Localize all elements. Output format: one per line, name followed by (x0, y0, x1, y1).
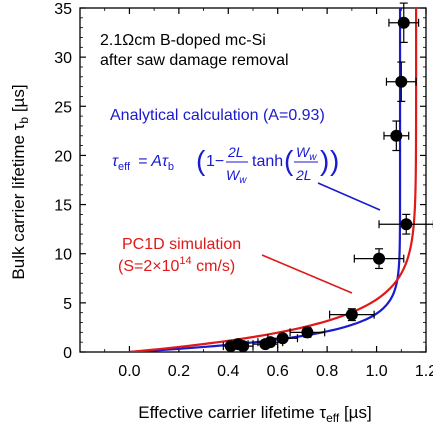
formula-frac2-denominator: 2L (295, 167, 312, 183)
data-point (353, 248, 405, 270)
formula-equals-a-tau: = Aτb (138, 153, 174, 173)
x-tick-label: 0.6 (267, 363, 289, 380)
data-point (289, 326, 326, 339)
data-marker (276, 332, 289, 345)
y-tick-label: 10 (54, 247, 72, 264)
data-point (267, 332, 299, 345)
formula-close-paren: ) (330, 145, 339, 176)
data-point (378, 213, 433, 235)
formula-inner-close-paren: ) (320, 145, 329, 176)
analytical-leader-line (317, 182, 381, 211)
data-point (388, 2, 420, 44)
data-marker (301, 326, 314, 339)
x-tick-label: 1.0 (365, 363, 387, 380)
y-tick-label: 30 (54, 50, 72, 67)
y-axis-title: Bulk carrier lifetime τb [µs] (9, 84, 31, 279)
data-marker (395, 75, 408, 88)
pc1d-simulation-parameter: (S=2×1014 cm/s) (118, 255, 235, 275)
formula-open-paren: ( (196, 145, 206, 176)
sample-description-line2: after saw damage removal (100, 52, 289, 69)
x-tick-label: 0.8 (316, 363, 338, 380)
formula-frac1-numerator: 2L (227, 144, 244, 160)
formula-frac2-numerator: Ww (296, 144, 317, 163)
data-point (385, 61, 417, 102)
data-point (329, 308, 375, 322)
sample-description-line1: 2.1Ωcm B-doped mc-Si (100, 32, 266, 49)
x-tick-label: 0.2 (168, 363, 190, 380)
data-marker (345, 308, 358, 321)
data-point (383, 120, 410, 152)
x-tick-label: 0.0 (118, 363, 140, 380)
analytical-calculation-label: Analytical calculation (A=0.93) (110, 107, 325, 124)
y-tick-label: 25 (54, 99, 72, 116)
data-marker (390, 129, 403, 142)
y-tick-label: 35 (54, 1, 72, 18)
y-tick-label: 5 (63, 296, 72, 313)
y-tick-label: 0 (63, 345, 72, 362)
formula-frac1-denominator: Ww (226, 167, 247, 186)
x-tick-label: 1.2 (415, 363, 433, 380)
data-marker (237, 340, 250, 353)
data-marker (397, 16, 410, 29)
data-points (222, 2, 433, 353)
pc1d-leader-line (261, 254, 353, 294)
formula-tau-eff: τeff (112, 153, 131, 173)
pc1d-simulation-label: PC1D simulation (122, 236, 241, 253)
axis-ticks: 0.0 0.2 0.4 0.6 0.8 1.0 1.2 0 5 10 15 20 25 30 35 (54, 1, 433, 380)
data-marker (400, 218, 413, 231)
y-tick-label: 15 (54, 198, 72, 215)
y-tick-label: 20 (54, 148, 72, 165)
pc1d-simulation-curve (129, 8, 418, 352)
formula-one-minus: 1− (206, 153, 224, 170)
data-marker (373, 252, 386, 265)
x-tick-label: 0.4 (217, 363, 239, 380)
analytical-formula: τeff = Aτb ( 1− 2L Ww tanh ( Ww 2L ) ) (112, 144, 339, 186)
formula-tanh: tanh (252, 153, 283, 170)
formula-inner-open-paren: ( (284, 145, 294, 176)
x-axis-title: Effective carrier lifetime τeff [µs] (138, 403, 371, 425)
